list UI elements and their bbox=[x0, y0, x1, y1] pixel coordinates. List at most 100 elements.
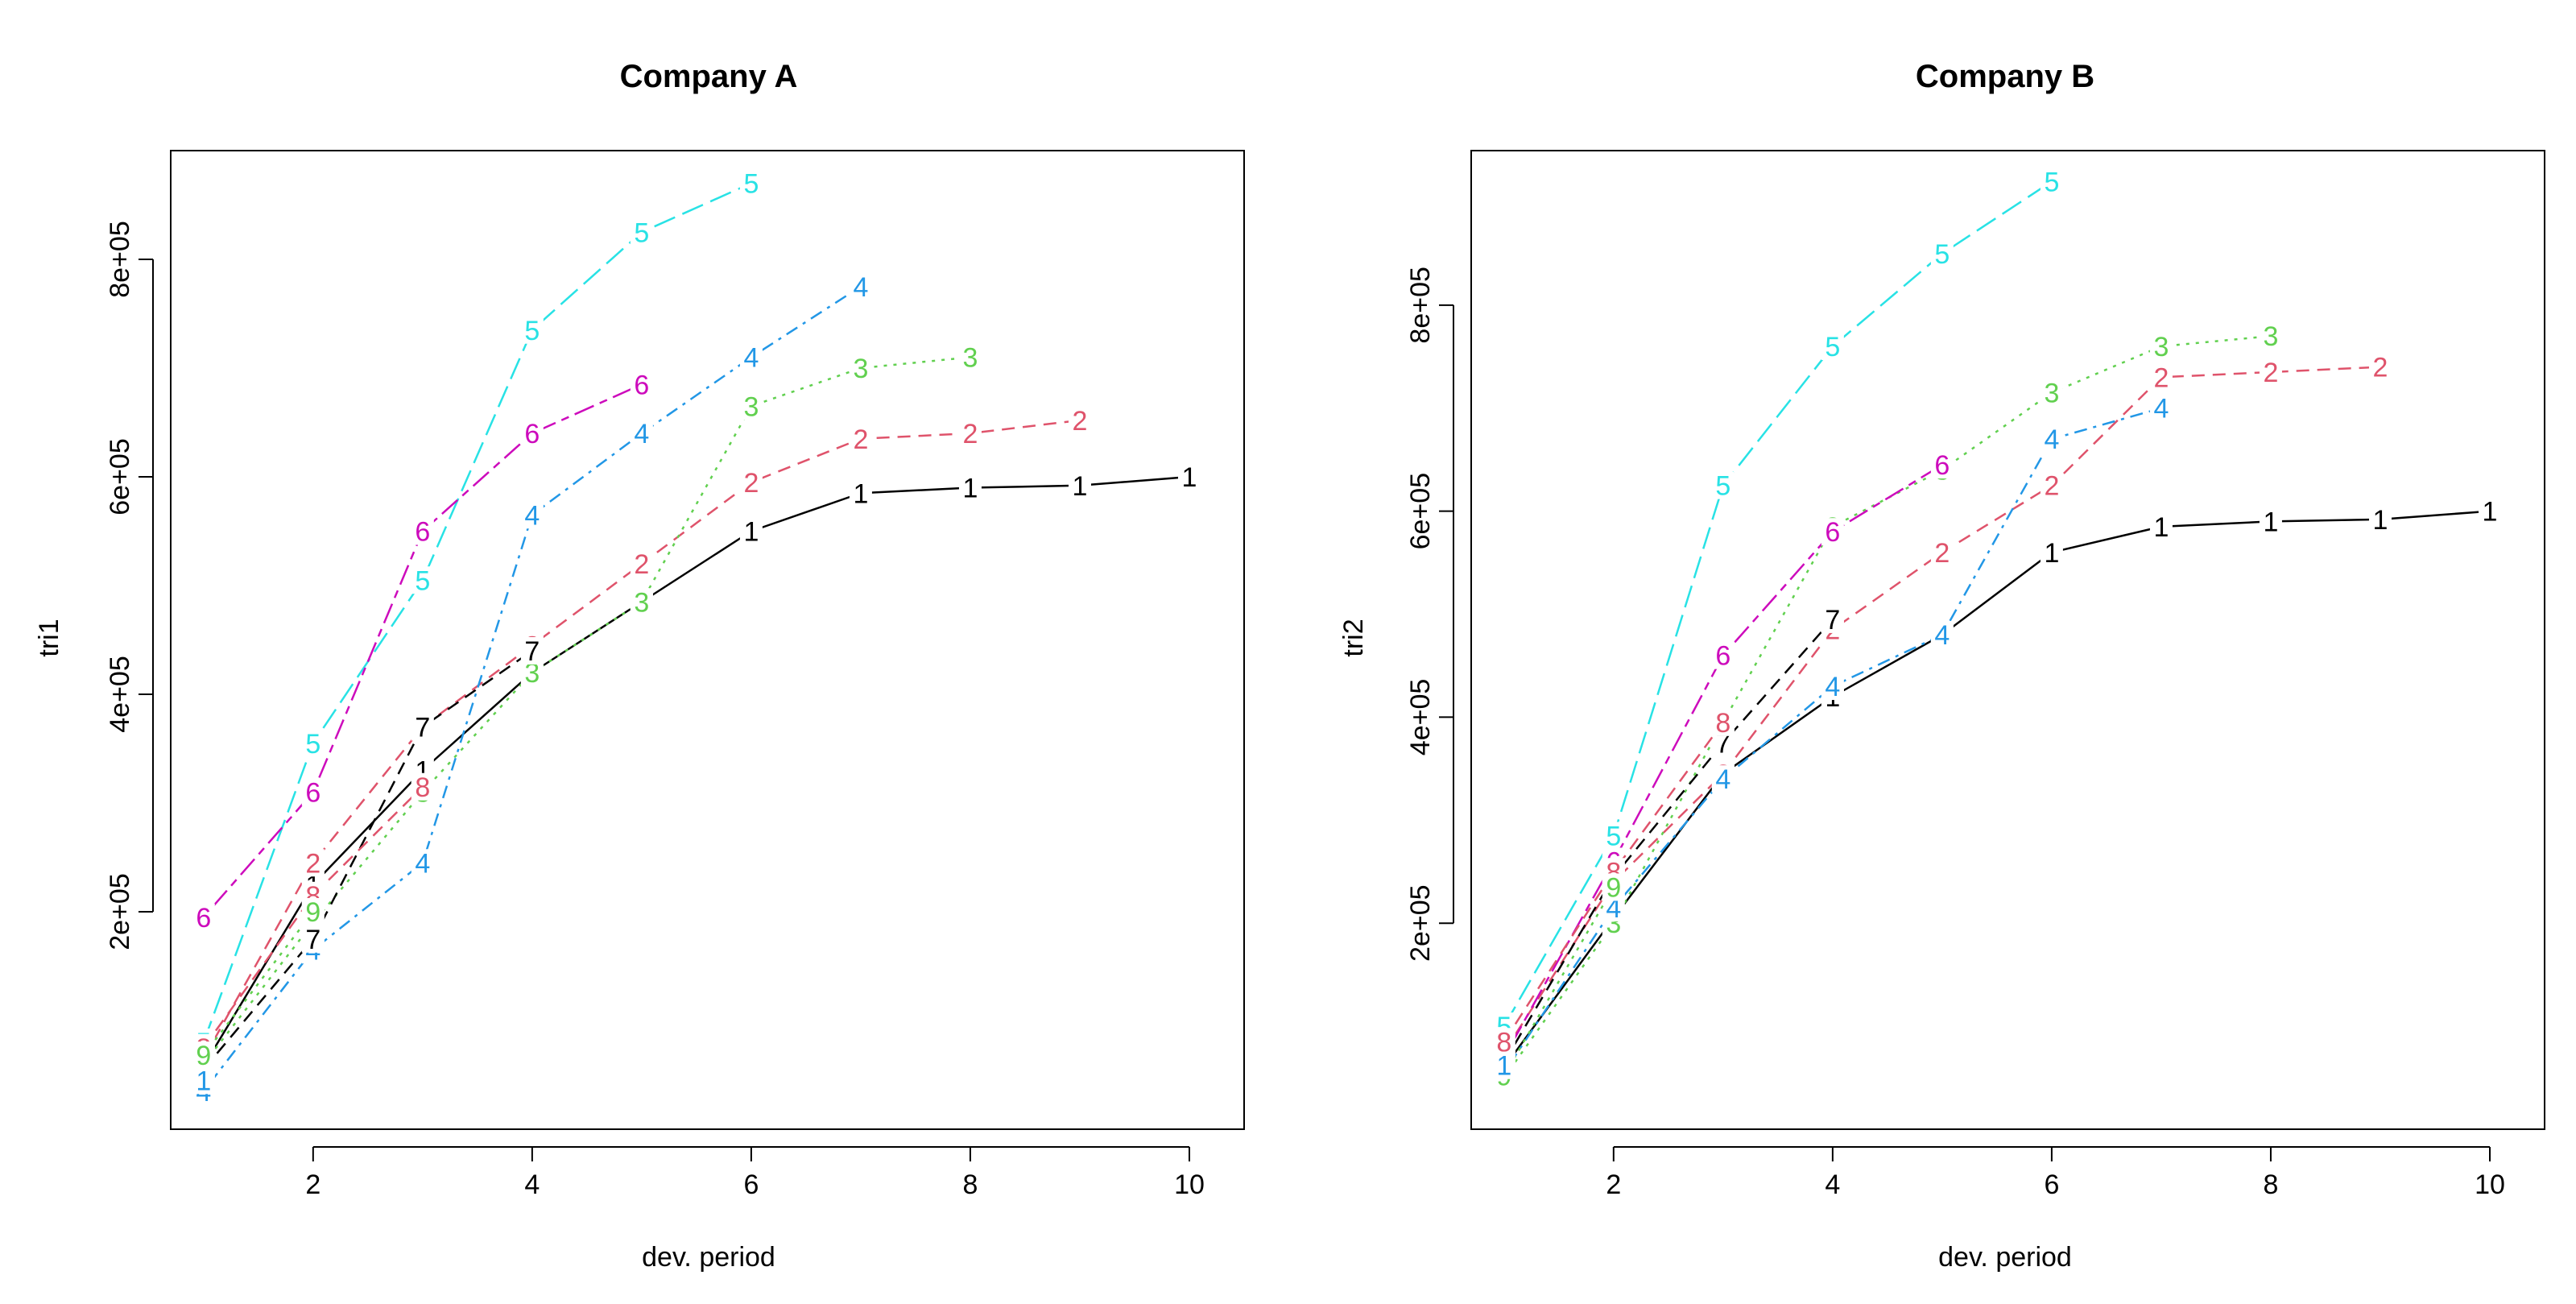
company-a-x-axis-label: dev. period bbox=[642, 1242, 775, 1273]
company-b-series-4-point-label: 4 bbox=[2044, 424, 2059, 455]
company-b-series-2-point-label: 2 bbox=[1934, 538, 1950, 569]
company-b-series-8-line bbox=[1503, 722, 1724, 1042]
company-b-series-5-point-label: 5 bbox=[1825, 332, 1840, 362]
company-b-series-6-point-label: 6 bbox=[1715, 641, 1730, 672]
company-a-series-1-label-bg bbox=[1068, 471, 1091, 499]
company-b-series-7-point-label: 7 bbox=[1715, 728, 1730, 759]
company-b-x-tick-label: 10 bbox=[2475, 1169, 2505, 1200]
company-a-title: Company A bbox=[620, 59, 798, 94]
company-b-y-tick-label: 2e+05 bbox=[1405, 884, 1436, 962]
company-b-series-2-label-bg bbox=[2149, 363, 2173, 391]
company-a-series-1-label-bg bbox=[958, 474, 982, 502]
company-b-series-5-point-label: 5 bbox=[2044, 167, 2059, 197]
company-a-series-6-label-bg bbox=[192, 903, 215, 931]
company-a-series-2-label-bg bbox=[739, 468, 763, 496]
company-b-series-1-point-label: 1 bbox=[2483, 497, 2498, 528]
company-a-series-6-point-label: 6 bbox=[305, 778, 320, 809]
company-a-panel: Company A dev. period tri1 2 4 6 8 10 2e+05 4e… bbox=[34, 59, 1245, 1273]
company-a-series-6-label-bg bbox=[630, 371, 653, 399]
company-b-series-6-point-label: 6 bbox=[1825, 517, 1840, 548]
company-a-series-5-label-bg bbox=[520, 316, 544, 344]
company-a-series-1-point-label: 1 bbox=[743, 517, 759, 548]
company-b-title: Company B bbox=[1916, 59, 2094, 94]
company-a-series-7-line bbox=[202, 649, 533, 1070]
company-a-series-7-point-label: 7 bbox=[524, 636, 540, 667]
company-a-y-tick-label: 8e+05 bbox=[105, 221, 135, 298]
company-b-series-8-label-bg bbox=[1492, 1028, 1515, 1056]
company-a-series-1-point-label: 1 bbox=[853, 478, 868, 509]
company-a-x-tick-label: 2 bbox=[305, 1169, 320, 1200]
company-a-series-6-label-bg bbox=[301, 778, 325, 806]
company-a-series-2-point-label: 2 bbox=[743, 468, 759, 499]
company-b-series-7-point-label: 7 bbox=[1825, 605, 1840, 635]
company-a-plot-frame bbox=[170, 150, 1245, 1130]
company-a-series-8-label-bg bbox=[411, 772, 434, 801]
company-a-series-4-label-bg bbox=[739, 343, 763, 371]
company-b-series-3-label-bg bbox=[2149, 333, 2173, 360]
company-b-series-4-label-bg bbox=[2040, 425, 2063, 453]
company-b-series-3-point-label: 3 bbox=[2263, 321, 2278, 352]
company-a-series-9-label-bg bbox=[192, 1041, 215, 1070]
company-a-series-4-point-label: 4 bbox=[743, 343, 759, 374]
company-a-series-4-label-bg bbox=[411, 849, 434, 877]
company-b-y-tick-label: 6e+05 bbox=[1405, 473, 1436, 550]
company-a-series-9-label-bg bbox=[301, 898, 325, 925]
company-a-y-tick-label: 4e+05 bbox=[105, 656, 135, 733]
company-a-series-5-point-label: 5 bbox=[634, 217, 649, 248]
company-b-series-2-label-bg bbox=[2368, 353, 2392, 381]
company-a-series-4-point-label: 4 bbox=[415, 848, 430, 879]
company-b-series-4-label-bg bbox=[1711, 765, 1735, 793]
company-b-series-5-point-label: 5 bbox=[1934, 239, 1950, 270]
company-b-x-axis-label: dev. period bbox=[1938, 1242, 2072, 1273]
company-a-series-2-point-label: 2 bbox=[1073, 406, 1088, 437]
company-b-series-10-label-bg bbox=[1492, 1051, 1515, 1079]
company-b-series-5-point-label: 5 bbox=[1715, 471, 1730, 502]
company-b-series-4-point-label: 4 bbox=[1715, 764, 1730, 795]
company-a-series-6: 6 6 6 6 6 bbox=[192, 370, 653, 933]
company-a-x-tick-label: 4 bbox=[524, 1169, 540, 1200]
company-a-series-6-label-bg bbox=[520, 420, 544, 447]
company-a-y-tick-label: 6e+05 bbox=[105, 438, 135, 515]
company-a-series-6-label-bg bbox=[411, 517, 434, 545]
company-a-series-7-label-bg bbox=[411, 713, 434, 741]
company-a-series-3-point-label: 3 bbox=[853, 354, 868, 384]
company-a-series-7-label-bg bbox=[301, 925, 325, 953]
company-b-series-3-point-label: 3 bbox=[2044, 379, 2059, 409]
company-a-series-4-label-bg bbox=[630, 420, 653, 447]
company-b-series-5-label-bg bbox=[1821, 333, 1844, 360]
company-b-series-3-label-bg bbox=[2040, 379, 2063, 407]
company-b-x-tick-label: 6 bbox=[2044, 1169, 2059, 1200]
company-a-y-axis-label: tri1 bbox=[34, 619, 64, 656]
company-a-series-3-label-bg bbox=[849, 354, 872, 382]
company-a-series-10-point-label: 1 bbox=[196, 1066, 211, 1096]
company-b-series-5-label-bg bbox=[2040, 168, 2063, 196]
company-b-series-5-label-bg bbox=[1930, 239, 1954, 267]
company-a-series-2-point-label: 2 bbox=[634, 549, 649, 580]
company-a-series-10: 1 bbox=[192, 1066, 215, 1096]
company-a-series-4-point-label: 4 bbox=[634, 419, 649, 449]
company-a-series-4-point-label: 4 bbox=[524, 500, 540, 531]
company-a-series-2-label-bg bbox=[630, 550, 653, 577]
company-a-series-5-label-bg bbox=[301, 729, 325, 757]
company-b-series-2-point-label: 2 bbox=[2153, 362, 2169, 393]
company-b-series-4-point-label: 4 bbox=[1606, 893, 1621, 924]
company-b-series-2-point-label: 2 bbox=[2263, 358, 2278, 388]
company-a-series-3-point-label: 3 bbox=[634, 587, 649, 618]
company-b-series-1-point-label: 1 bbox=[2263, 507, 2278, 537]
company-a-series-6-point-label: 6 bbox=[196, 903, 211, 933]
company-a-series-2-label-bg bbox=[849, 424, 872, 453]
company-a-x-tick-label: 6 bbox=[743, 1169, 759, 1200]
company-b-series-3-label-bg bbox=[2259, 322, 2282, 350]
company-a-series-3-label-bg bbox=[958, 343, 982, 371]
company-a-series-5-point-label: 5 bbox=[743, 169, 759, 200]
company-b-x-tick-label: 4 bbox=[1825, 1169, 1840, 1200]
company-b-series-1-line bbox=[1503, 510, 2491, 1069]
company-b-series-3-point-label: 3 bbox=[2153, 332, 2169, 362]
company-b-series-7-line bbox=[1503, 619, 1834, 1063]
company-a-series-2-label-bg bbox=[301, 849, 325, 877]
company-a-series-5-point-label: 5 bbox=[305, 729, 320, 760]
company-a-series-8-point-label: 8 bbox=[415, 772, 430, 803]
company-a-series-10-label-bg bbox=[192, 1066, 215, 1095]
company-b-series-1-point-label: 1 bbox=[2044, 538, 2059, 569]
company-b-x-tick-label: 8 bbox=[2263, 1169, 2278, 1200]
